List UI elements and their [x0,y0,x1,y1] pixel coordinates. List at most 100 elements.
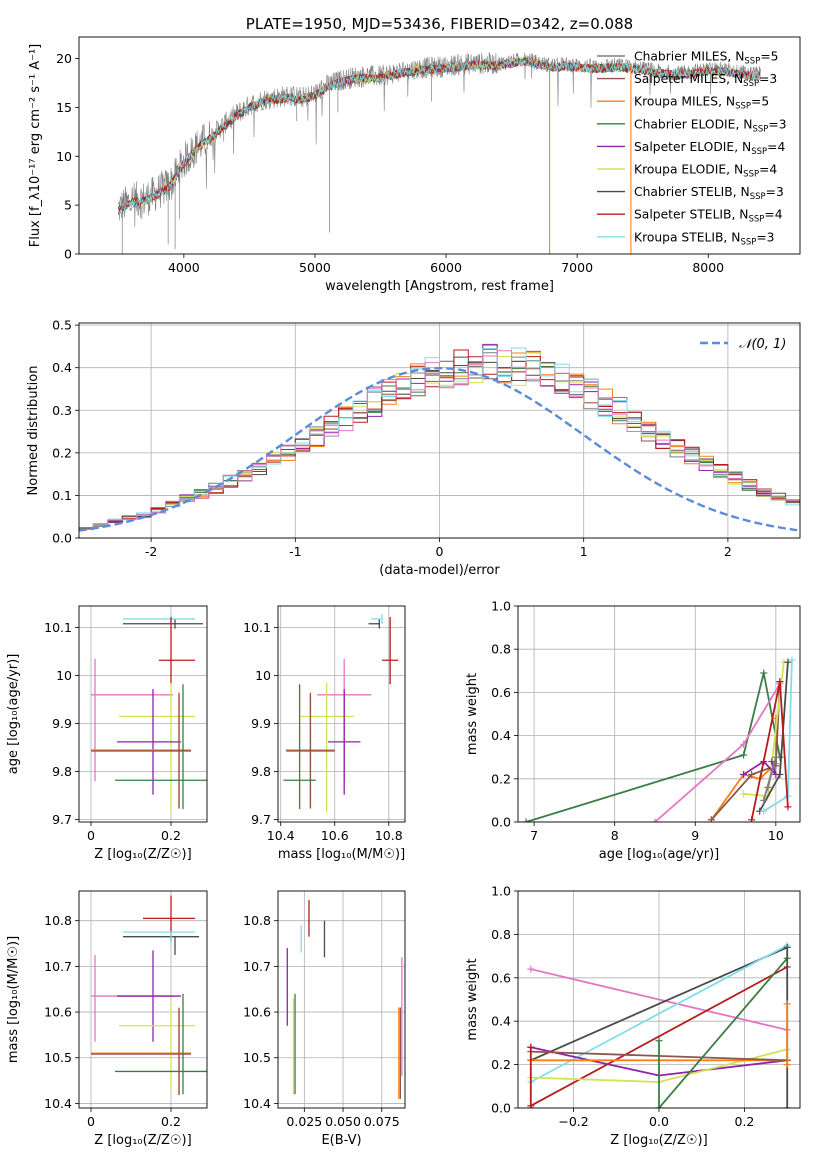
legend-tail: =3 [759,72,777,86]
age_vs_mass-frame [277,605,406,823]
legend-tail: =4 [759,163,777,177]
mass_vs_Z-axes: 0 0.2 10.4 10.5 10.6 10.7 10.8 [44,891,207,1129]
x-tick-label: 8 [611,828,619,843]
weight-line [530,966,788,1107]
legend-tail: =3 [768,117,786,131]
age_vs_Z-y-label: age [log₁₀(age/yr)] [6,654,21,775]
spectrum-frame [78,36,801,255]
legend-label: Salpeter ELODIE, NSSP=4 [634,140,785,157]
legend-label: Kroupa STELIB, NSSP=3 [634,230,775,247]
x-tick-label: 10.6 [321,828,349,843]
histogram-step-line [79,348,800,529]
weight_vs_age-frame [517,605,801,823]
legend-label: Chabrier MILES, NSSP=5 [634,50,778,67]
weight-line [710,681,781,821]
y-tick-label: 0.6 [491,970,511,985]
y-tick-label: 10.8 [243,913,271,928]
y-tick-label: 0.8 [491,642,511,657]
residuals-x-label: (data-model)/error [379,563,500,578]
x-tick-label: 9 [691,828,699,843]
y-tick-label: 10 [255,668,271,683]
y-tick-label: 10.6 [243,1005,271,1020]
histogram-step-line [79,356,800,530]
legend-subscript: SSP [751,147,767,157]
age_vs_Z-errorbars [91,614,207,813]
y-tick-label: 10.1 [44,620,72,635]
age_vs_mass-axes: 10.4 10.6 10.8 9.7 9.8 9.9 10 10.1 [243,606,405,843]
legend-tail: =3 [756,230,774,244]
legend-label: Kroupa MILES, NSSP=5 [634,95,769,112]
y-tick-label: 1.0 [491,884,511,899]
weight_vs_Z-y-label: mass weight [465,958,480,1040]
histogram-step-line [79,350,800,530]
legend-tail: =4 [767,140,785,154]
y-tick-label: 0.6 [491,685,511,700]
normal-curve [79,367,798,532]
mass_vs_Z-y-label: mass [log₁₀(M/M☉)] [6,936,21,1063]
residuals-axes: -2 -1 0 1 2 0.0 0.1 0.2 0.3 0.4 0.5 [52,318,800,559]
weight_vs_Z-lines [527,941,791,1108]
age_vs_Z-frame [78,605,208,823]
model-spectrum-line [117,58,761,214]
y-tick-label: 0.5 [52,318,72,333]
x-tick-label: 4000 [168,260,200,275]
y-tick-label: 10 [56,668,72,683]
x-tick-label: 7000 [561,260,593,275]
weight-line [530,968,788,1031]
x-tick-label: 10.8 [375,828,403,843]
legend-subscript: SSP [743,79,759,89]
model-spectrum-line [117,56,761,215]
y-tick-label: 0.8 [491,927,511,942]
weight_vs_age-x-label: age [log₁₀(age/yr)] [599,847,720,862]
x-tick-label: 0.025 [286,1114,322,1129]
mass_vs_Z-errorbars [91,895,207,1096]
age_vs_mass-x-label: mass [log₁₀(M/M☉)] [278,847,405,862]
y-tick-label: 0.2 [52,445,72,460]
y-tick-label: 9.9 [52,716,72,731]
y-tick-label: 0.0 [491,1101,511,1116]
y-tick-label: 10.4 [243,1096,271,1111]
x-tick-label: 10.4 [267,828,295,843]
legend-tail: =5 [751,95,769,109]
legend-tail: =3 [766,185,784,199]
weight-line [658,957,788,1108]
x-tick-label: 1 [580,544,588,559]
spectrum-y-label: Flux [f_λ10⁻¹⁷ erg cm⁻² s⁻¹ A⁻¹] [28,44,43,248]
weight-line [530,944,788,1083]
y-tick-label: 5 [64,198,72,213]
x-tick-label: 0.075 [364,1114,400,1129]
x-tick-label: 0.0 [649,1114,669,1129]
weight_vs_Z-x-label: Z [log₁₀(Z/Z☉)] [610,1133,707,1148]
legend-subscript: SSP [752,124,768,134]
x-tick-label: 7 [530,828,538,843]
mass_vs_ebv-errorbars [286,900,403,1099]
y-tick-label: 9.9 [251,716,271,731]
y-tick-label: 10.6 [44,1005,72,1020]
legend-subscript: SSP [740,237,756,247]
y-tick-label: 1.0 [491,599,511,614]
y-tick-label: 10 [56,149,72,164]
y-tick-label: 9.7 [251,812,271,827]
y-tick-label: 10.7 [44,959,72,974]
x-tick-label: −0.2 [558,1114,588,1129]
y-tick-label: 10.8 [44,913,72,928]
legend-subscript: SSP [750,192,766,202]
mass_vs_Z-x-label: Z [log₁₀(Z/Z☉)] [94,1133,191,1148]
weight_vs_age-lines [522,656,796,822]
weight_vs_age-y-label: mass weight [465,673,480,755]
histogram-step-line [79,352,800,530]
x-tick-label: 8000 [692,260,724,275]
y-tick-label: 10.1 [243,620,271,635]
x-tick-label: -1 [289,544,301,559]
y-tick-label: 10.5 [44,1050,72,1065]
x-tick-label: 0.2 [161,828,181,843]
legend-subscript: SSP [744,56,760,66]
y-tick-label: 0.0 [52,531,72,546]
y-tick-label: 0.4 [52,360,72,375]
y-tick-label: 9.8 [251,764,271,779]
mass_vs_Z-frame [78,890,208,1109]
y-tick-label: 10.4 [44,1096,72,1111]
mass_vs_ebv-axes: 0.025 0.050 0.075 10.4 10.5 10.6 10.7 10.8 [243,891,405,1129]
legend-tail: =4 [764,208,782,222]
age_vs_Z-axes: 0 0.2 9.7 9.8 9.9 10 10.1 [44,606,207,843]
